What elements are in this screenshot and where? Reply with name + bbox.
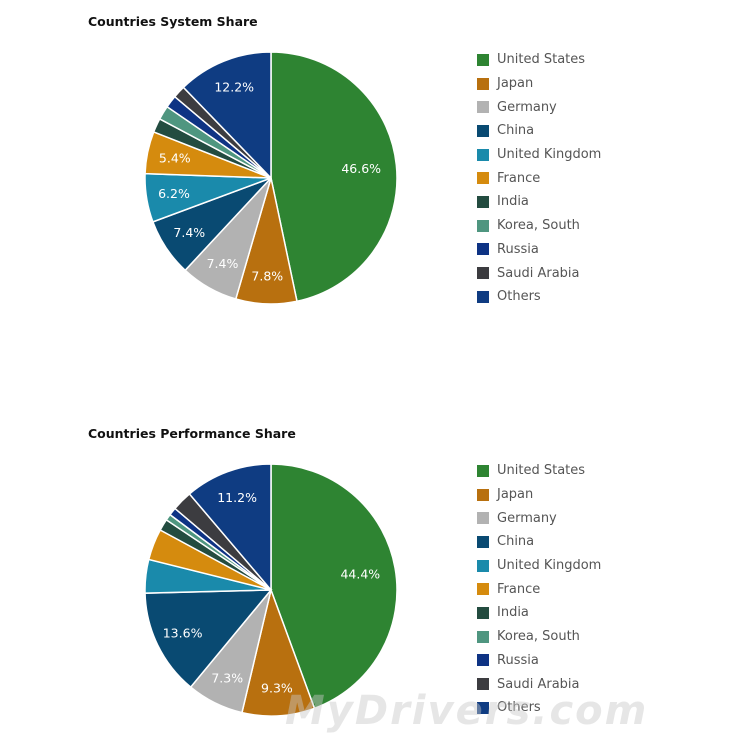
legend-swatch — [477, 243, 489, 256]
pie-slice-china — [144, 589, 273, 689]
legend-item-china: China — [477, 530, 601, 554]
legend-item-russia: Russia — [477, 238, 601, 262]
legend-swatch — [477, 583, 489, 596]
legend-swatch — [477, 630, 489, 643]
legend-label: China — [497, 123, 535, 139]
legend-swatch — [477, 172, 489, 185]
legend-item-germany: Germany — [477, 506, 601, 530]
legend-swatch — [477, 464, 489, 477]
legend-item-united-kingdom: United Kingdom — [477, 554, 601, 578]
legend-swatch — [477, 77, 489, 90]
data-label-japan: 7.8% — [251, 269, 283, 284]
legend-label: Japan — [497, 487, 534, 503]
legend-item-japan: Japan — [477, 72, 601, 96]
legend-swatch — [477, 701, 489, 714]
data-label-others: 11.2% — [217, 490, 257, 505]
legend-label: Korea, South — [497, 629, 580, 645]
legend-item-others: Others — [477, 696, 601, 720]
legend-label: Russia — [497, 652, 539, 668]
legend-swatch — [477, 195, 489, 208]
legend-item-united-states: United States — [477, 459, 601, 483]
legend-label: India — [497, 194, 529, 210]
legend-item-russia: Russia — [477, 649, 601, 673]
legend-label: France — [497, 581, 541, 597]
system-share-legend: United States Japan Germany China United Kin… — [477, 48, 601, 309]
legend-item-united-kingdom: United Kingdom — [477, 143, 601, 167]
pie-slice-united-states — [270, 51, 398, 303]
legend-swatch — [477, 559, 489, 572]
legend-label: France — [497, 170, 541, 186]
legend-swatch — [477, 535, 489, 548]
legend-label: United States — [497, 463, 586, 479]
legend-label: United States — [497, 52, 586, 68]
data-label-united-kingdom: 6.2% — [158, 186, 190, 201]
legend-item-korea-south: Korea, South — [477, 214, 601, 238]
data-label-china: 7.4% — [173, 225, 205, 240]
legend-label: Korea, South — [497, 218, 580, 234]
legend-item-japan: Japan — [477, 483, 601, 507]
legend-swatch — [477, 290, 489, 303]
legend-label: Russia — [497, 241, 539, 257]
legend-item-india: India — [477, 190, 601, 214]
data-label-france: 5.4% — [159, 151, 191, 166]
legend-item-saudi-arabia: Saudi Arabia — [477, 672, 601, 696]
legend-swatch — [477, 488, 489, 501]
legend-swatch — [477, 124, 489, 137]
data-label-china: 13.6% — [163, 626, 203, 641]
legend-item-france: France — [477, 577, 601, 601]
legend-item-others: Others — [477, 285, 601, 309]
legend-label: Japan — [497, 76, 534, 92]
performance-share-legend: United States Japan Germany China United Kin… — [477, 459, 601, 720]
system-share-title: Countries System Share — [88, 14, 258, 29]
legend-label: Saudi Arabia — [497, 265, 580, 281]
legend-swatch — [477, 512, 489, 525]
legend-swatch — [477, 101, 489, 114]
legend-swatch — [477, 219, 489, 232]
legend-swatch — [477, 267, 489, 280]
system-share-pie: 46.6% 7.8% 7.4% 7.4% 6.2% 5.4% 12.2% — [144, 51, 398, 305]
legend-swatch — [477, 53, 489, 66]
performance-share-pie: 44.4% 9.3% 7.3% 13.6% 11.2% — [144, 463, 398, 717]
legend-label: Others — [497, 289, 541, 305]
pie-slice-others — [188, 463, 272, 593]
watermark: MyDrivers.com — [285, 688, 649, 734]
legend-item-india: India — [477, 601, 601, 625]
legend-item-china: China — [477, 119, 601, 143]
data-label-japan: 9.3% — [261, 681, 293, 696]
legend-swatch — [477, 148, 489, 161]
pie-slice-united-states — [270, 463, 398, 710]
data-label-others: 12.2% — [214, 79, 254, 94]
legend-label: Others — [497, 700, 541, 716]
legend-label: Germany — [497, 99, 557, 115]
legend-label: India — [497, 605, 529, 621]
legend-swatch — [477, 606, 489, 619]
legend-label: United Kingdom — [497, 558, 602, 574]
legend-item-saudi-arabia: Saudi Arabia — [477, 261, 601, 285]
data-label-united-states: 44.4% — [340, 567, 380, 582]
legend-item-united-states: United States — [477, 48, 601, 72]
legend-label: Germany — [497, 510, 557, 526]
performance-share-title: Countries Performance Share — [88, 426, 296, 441]
legend-label: Saudi Arabia — [497, 676, 580, 692]
legend-item-france: France — [477, 166, 601, 190]
pie-slice-others — [182, 51, 272, 180]
legend-item-germany: Germany — [477, 95, 601, 119]
legend-swatch — [477, 678, 489, 691]
legend-swatch — [477, 654, 489, 667]
legend-label: China — [497, 534, 535, 550]
legend-label: United Kingdom — [497, 147, 602, 163]
legend-item-korea-south: Korea, South — [477, 625, 601, 649]
data-label-united-states: 46.6% — [341, 161, 381, 176]
data-label-germany: 7.3% — [211, 671, 243, 686]
data-label-germany: 7.4% — [207, 256, 239, 271]
